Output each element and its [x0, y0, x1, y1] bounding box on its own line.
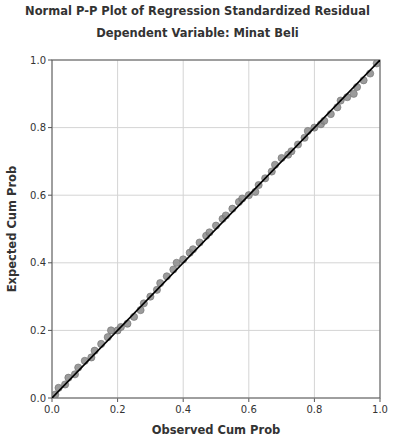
grid-line [52, 127, 380, 128]
grid-line [52, 330, 380, 331]
point [350, 90, 357, 97]
tick-mark [48, 330, 52, 331]
tick-mark [117, 398, 118, 402]
tick-mark [380, 398, 381, 402]
tick-mark [48, 127, 52, 128]
tick-mark [48, 195, 52, 196]
chart: Normal P-P Plot of Regression Standardiz… [0, 0, 395, 441]
y-tick-label: 1.0 [30, 55, 46, 66]
x-tick-label: 1.0 [372, 404, 388, 415]
x-tick-label: 0.6 [241, 404, 257, 415]
point [173, 259, 180, 266]
grid-line [314, 60, 315, 398]
title: Normal P-P Plot of Regression Standardiz… [25, 4, 370, 18]
x-tick-label: 0.2 [110, 404, 126, 415]
grid-line [117, 60, 118, 398]
tick-mark [52, 398, 53, 402]
plot-area [52, 60, 380, 398]
grid-line [52, 262, 380, 263]
y-tick-label: 0.2 [30, 325, 46, 336]
y-tick-label: 0.0 [30, 393, 46, 404]
point [107, 327, 114, 334]
y-tick-label: 0.8 [30, 122, 46, 133]
x-tick-label: 0.8 [306, 404, 322, 415]
grid-line [248, 60, 249, 398]
y-axis-label: Expected Cum Prob [5, 166, 19, 293]
tick-mark [183, 398, 184, 402]
tick-mark [314, 398, 315, 402]
y-tick-label: 0.4 [30, 257, 46, 268]
tick-mark [48, 262, 52, 263]
data-group [52, 60, 380, 398]
tick-mark [48, 60, 52, 61]
tick-mark [248, 398, 249, 402]
tick-mark [48, 398, 52, 399]
y-tick-label: 0.6 [30, 190, 46, 201]
grid-line [52, 195, 380, 196]
subtitle: Dependent Variable: Minat Beli [96, 26, 299, 40]
x-tick-label: 0.0 [44, 404, 60, 415]
grid-line [183, 60, 184, 398]
plot-frame [52, 60, 380, 398]
x-tick-label: 0.4 [175, 404, 191, 415]
x-axis-label: Observed Cum Prob [152, 423, 281, 437]
reference-line [52, 60, 380, 398]
